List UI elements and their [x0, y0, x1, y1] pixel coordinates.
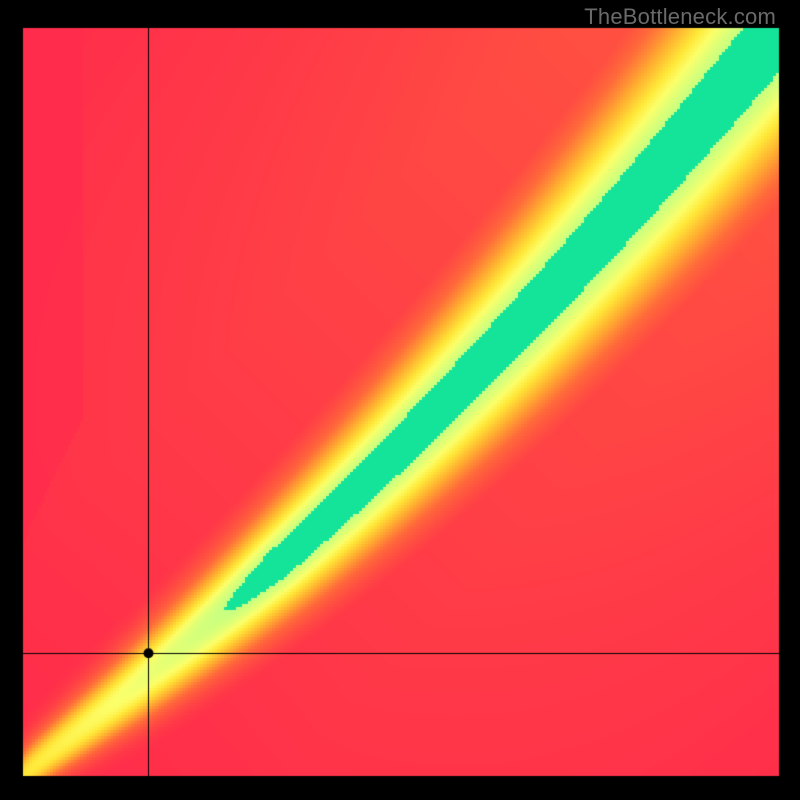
heatmap-canvas — [0, 0, 800, 800]
chart-container: TheBottleneck.com — [0, 0, 800, 800]
watermark-text: TheBottleneck.com — [584, 4, 776, 30]
